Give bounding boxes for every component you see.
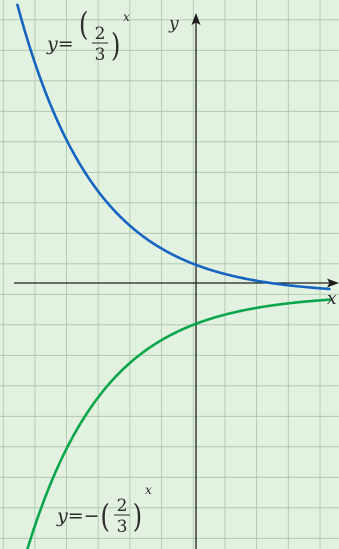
upper-curve-label: y= ( 2 3 ) x [46,6,130,65]
lower-close-paren: ) [133,498,142,535]
lower-curve [26,298,331,549]
upper-curve [16,3,331,291]
upper-label-prefix: y= [46,33,74,55]
lower-open-paren: ( [101,498,110,535]
y-axis: y [168,13,201,549]
x-axis-label: x [327,289,337,309]
lower-curve-label: y=− ( 2 3 ) x [56,483,152,537]
upper-label-exponent: x [123,10,130,24]
upper-open-paren: ( [79,6,88,43]
x-axis-arrow [327,278,339,288]
curves [16,3,331,549]
y-axis-arrow [191,13,201,25]
y-axis-label: y [168,14,179,34]
upper-label-denominator: 3 [95,45,106,65]
lower-label-numerator: 2 [117,496,128,516]
lower-label-prefix: y=− [56,505,100,527]
upper-label-numerator: 2 [95,24,106,44]
upper-close-paren: ) [111,27,120,64]
lower-label-denominator: 3 [117,517,128,537]
lower-label-exponent: x [145,483,152,497]
